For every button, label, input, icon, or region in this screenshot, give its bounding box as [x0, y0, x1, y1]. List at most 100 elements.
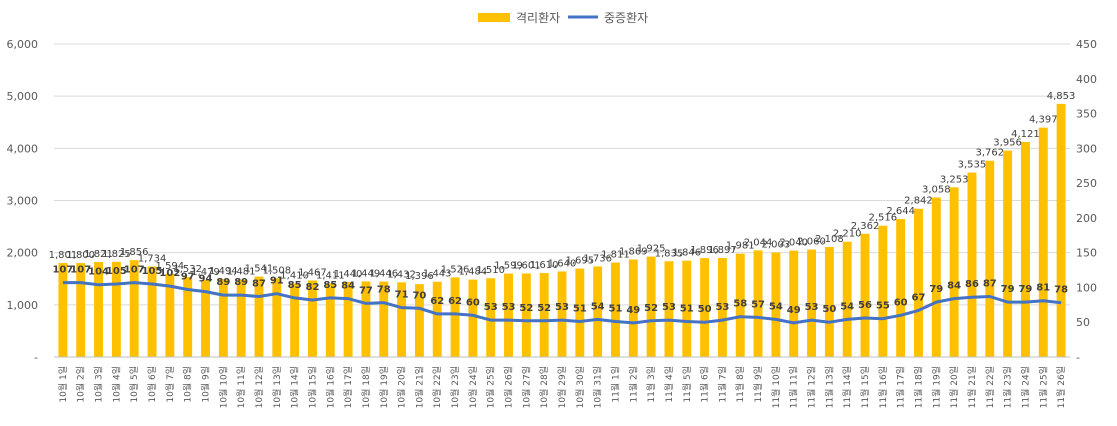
- bar: [468, 279, 478, 357]
- bar-value-label: 1,835: [655, 248, 684, 259]
- bar-value-label: 1,896: [690, 245, 719, 256]
- x-tick-label: 11월 18일: [912, 366, 924, 408]
- x-tick-label: 11월 24일: [1019, 366, 1031, 408]
- x-tick-label: 10월 20일: [396, 366, 408, 408]
- bar-value-label: 2,210: [833, 229, 862, 240]
- bar-value-label: 3,253: [940, 174, 969, 185]
- line-value-label: 50: [822, 304, 836, 315]
- x-tick-label: 11월 10일: [770, 366, 782, 408]
- legend-swatch-isolation: [478, 13, 510, 22]
- x-tick-label: 11월 5일: [681, 366, 693, 403]
- line-value-label: 77: [359, 285, 373, 296]
- bar: [557, 271, 567, 357]
- line-value-label: 53: [715, 302, 729, 313]
- x-tick-label: 10월 11일: [235, 366, 247, 408]
- bar-value-label: 2,003: [762, 240, 791, 251]
- bar: [486, 278, 496, 357]
- x-tick-label: 10월 12일: [253, 366, 265, 408]
- x-tick-label: 10월 23일: [449, 366, 461, 408]
- y-axis-left: - 1,000 2,000 3,000 4,000 5,000 6,000: [7, 38, 39, 364]
- legend-label-isolation: 격리환자: [516, 11, 560, 25]
- bar: [129, 260, 139, 357]
- bar: [753, 250, 763, 357]
- line-value-label: 62: [448, 296, 462, 307]
- bar: [860, 233, 870, 357]
- line-series-severe: [62, 281, 1062, 325]
- bar: [218, 279, 228, 357]
- bar-value-label: 1,396: [405, 271, 434, 282]
- line-value-label: 85: [288, 280, 302, 291]
- bar: [254, 276, 264, 357]
- bar: [76, 263, 86, 357]
- bar: [717, 258, 727, 357]
- severe-line: [62, 281, 1062, 325]
- bar: [1003, 150, 1013, 357]
- y-right-tick-label: 300: [1076, 142, 1097, 155]
- bar-value-label: 1,897: [708, 245, 737, 256]
- x-tick-label: 10월 2일: [75, 366, 87, 403]
- line-value-label: 107: [52, 265, 73, 276]
- line-value-label: 51: [680, 304, 694, 315]
- bar: [272, 278, 282, 357]
- bar-value-label: 1,508: [262, 265, 291, 276]
- x-tick-label: 10월 8일: [182, 366, 194, 403]
- bar: [165, 273, 175, 357]
- line-value-label: 53: [662, 302, 676, 313]
- line-value-label: 105: [106, 266, 127, 277]
- line-value-label: 52: [537, 303, 551, 314]
- bar-value-label: 2,044: [744, 237, 773, 248]
- bar-data-labels: 1,8011,8001,8211,8251,8561,7341,5941,532…: [49, 91, 1076, 282]
- line-value-label: 51: [609, 304, 623, 315]
- x-tick-label: 10월 21일: [413, 366, 425, 408]
- x-tick-label: 10월 4일: [110, 366, 122, 403]
- line-value-label: 53: [484, 302, 498, 313]
- y-right-tick-label: 150: [1076, 247, 1097, 260]
- bar: [807, 249, 816, 357]
- line-value-label: 49: [626, 305, 640, 316]
- bar-value-label: 2,842: [904, 196, 933, 207]
- bar-value-label: 1,640: [548, 258, 577, 269]
- line-value-label: 79: [929, 284, 943, 295]
- x-tick-label: 10월 1일: [57, 366, 69, 403]
- line-value-label: 53: [555, 302, 569, 313]
- bar-series-isolation: [58, 103, 1066, 357]
- y-left-tick-label: 3,000: [7, 195, 39, 208]
- line-value-label: 53: [805, 302, 819, 313]
- x-tick-label: 10월 27일: [520, 366, 532, 408]
- y-left-tick-label: 6,000: [7, 38, 39, 51]
- line-value-label: 58: [733, 299, 747, 310]
- bar: [111, 261, 121, 357]
- bar: [361, 281, 371, 357]
- y-right-tick-label: 200: [1076, 212, 1097, 225]
- x-tick-label: 11월 16일: [877, 366, 889, 408]
- x-tick-label: 10월 30일: [574, 366, 586, 408]
- line-value-label: 49: [787, 305, 801, 316]
- x-tick-label: 10월 17일: [342, 366, 354, 408]
- bar-value-label: 1,510: [476, 265, 505, 276]
- bar: [539, 273, 549, 357]
- x-tick-label: 11월 4일: [663, 366, 675, 403]
- x-tick-label: 11월 13일: [823, 366, 835, 408]
- y-right-tick-label: 450: [1076, 38, 1097, 51]
- line-value-label: 50: [698, 304, 712, 315]
- bar: [628, 259, 638, 357]
- x-tick-label: 11월 8일: [734, 366, 746, 403]
- y-left-tick-label: 2,000: [7, 247, 39, 260]
- line-value-label: 82: [305, 282, 319, 293]
- bar: [789, 250, 799, 357]
- bar-value-label: 2,060: [797, 237, 826, 248]
- y-right-tick-label: 100: [1076, 281, 1097, 294]
- x-tick-label: 11월 11일: [788, 366, 800, 408]
- bar: [735, 253, 745, 357]
- legend-label-severe: 중증환자: [604, 11, 648, 25]
- bar: [58, 263, 68, 357]
- y-right-tick-label: 50: [1076, 316, 1090, 329]
- bar-value-label: 1,856: [120, 247, 149, 258]
- line-value-label: 79: [1018, 284, 1032, 295]
- line-value-label: 60: [466, 297, 480, 308]
- bar-value-label: 2,516: [869, 213, 898, 224]
- bar: [842, 241, 852, 357]
- bar: [504, 273, 513, 357]
- y-left-tick-label: 4,000: [7, 142, 39, 155]
